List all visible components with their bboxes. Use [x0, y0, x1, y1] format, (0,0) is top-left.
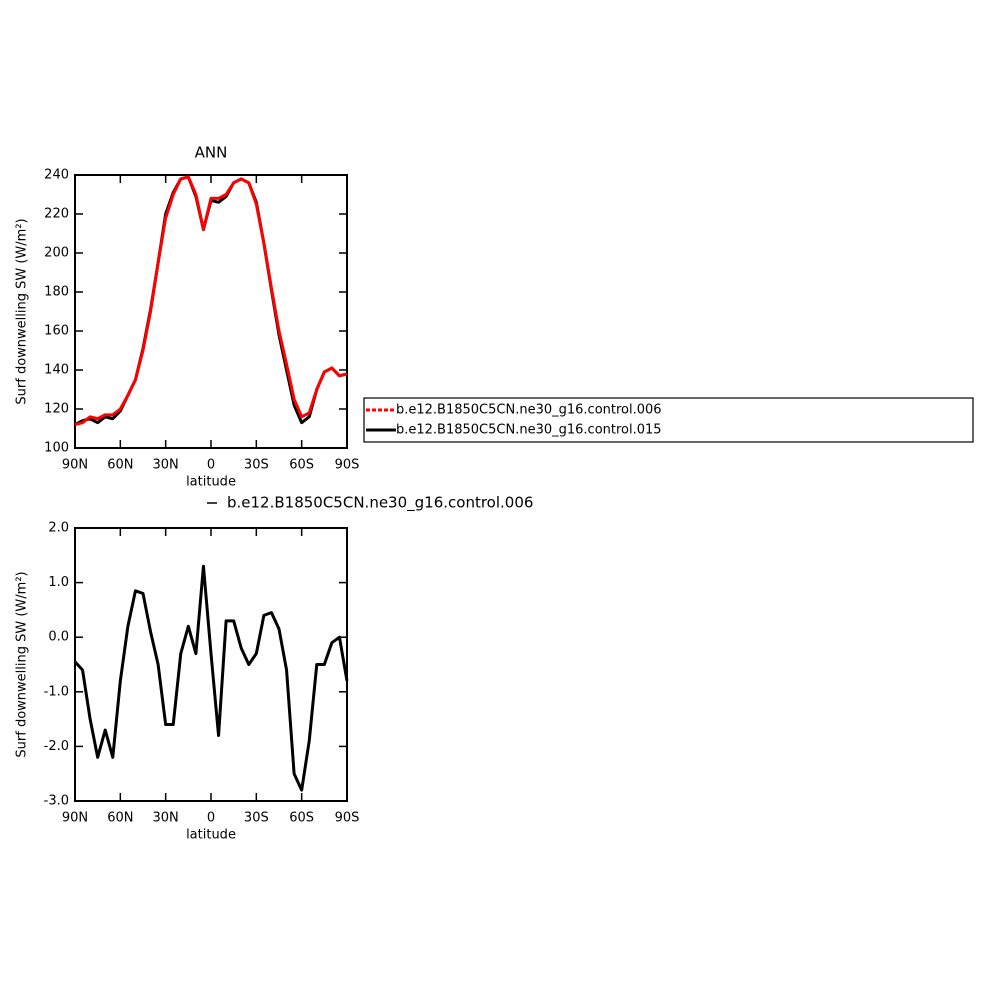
x-tick-label: 60N — [107, 458, 133, 473]
x-axis-label: latitude — [186, 475, 236, 490]
x-tick-label: 60S — [289, 811, 314, 826]
y-tick-label: 140 — [44, 363, 69, 378]
x-tick-label: 90S — [335, 811, 360, 826]
y-tick-label: 120 — [44, 402, 69, 417]
y-tick-label: 200 — [44, 246, 69, 261]
data-line — [73, 564, 349, 792]
x-tick-label: 30S — [244, 811, 269, 826]
y-axis-label: Surf downwelling SW (W/m²) — [15, 571, 30, 757]
chart-title: ANN — [195, 144, 228, 162]
x-tick-label: 90N — [62, 811, 88, 826]
y-tick-label: 1.0 — [48, 575, 69, 590]
y-tick-label: 100 — [44, 441, 69, 456]
y-tick-label: 160 — [44, 324, 69, 339]
y-axis-label: Surf downwelling SW (W/m²) — [15, 218, 30, 404]
y-tick-label: -1.0 — [44, 684, 69, 699]
y-tick-label: 0.0 — [48, 630, 69, 645]
x-tick-label: 30S — [244, 458, 269, 473]
x-tick-label: 60S — [289, 458, 314, 473]
x-axis-label: latitude — [186, 828, 236, 843]
x-tick-label: 0 — [207, 458, 215, 473]
y-tick-label: 180 — [44, 285, 69, 300]
y-tick-label: -2.0 — [44, 739, 69, 754]
legend-label: b.e12.B1850C5CN.ne30_g16.control.015 — [396, 423, 662, 438]
x-tick-label: 30N — [153, 458, 179, 473]
legend-label: b.e12.B1850C5CN.ne30_g16.control.006 — [396, 403, 662, 418]
x-tick-label: 90N — [62, 458, 88, 473]
x-tick-label: 0 — [207, 811, 215, 826]
legend-box — [363, 397, 974, 443]
y-tick-label: 2.0 — [48, 521, 69, 536]
y-tick-label: 240 — [44, 168, 69, 183]
x-tick-label: 60N — [107, 811, 133, 826]
y-tick-label: 220 — [44, 207, 69, 222]
x-tick-label: 90S — [335, 458, 360, 473]
y-tick-label: -3.0 — [44, 794, 69, 809]
legend-label: b.e12.B1850C5CN.ne30_g16.control.006 — [227, 494, 533, 513]
data-line — [74, 175, 348, 427]
x-tick-label: 30N — [153, 811, 179, 826]
plot-frame — [74, 174, 348, 449]
data-line — [74, 175, 348, 426]
